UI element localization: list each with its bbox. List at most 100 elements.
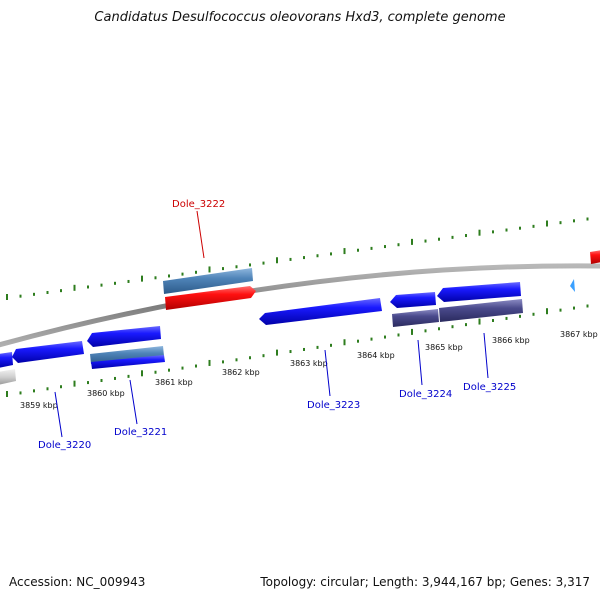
inner-tick-7 [100,379,103,383]
scale-label-3860: 3860 kbp [87,389,125,398]
inner-tick-8 [114,376,116,380]
inner-tick-32 [438,327,440,331]
inner-tick-36 [492,318,494,322]
scale-label-3867: 3867 kbp [560,330,598,339]
length-label: Length: [372,575,419,589]
topology-label: Topology: [260,575,317,589]
outer-tick-34 [465,234,467,238]
outer-tick-33 [451,235,454,239]
inner-tick-24 [330,343,332,347]
scale-label-3862: 3862 kbp [222,368,260,377]
gene-label-dole-3224[interactable]: Dole_3224 [399,389,452,400]
gene-label-dole-3222[interactable]: Dole_3222 [172,199,225,210]
page-title: Candidatus Desulfococcus oleovorans Hxd3… [94,10,506,25]
outer-tick-11 [154,276,157,280]
outer-tick-37 [505,228,508,232]
inner-tick-25 [343,339,346,346]
genes-label: Genes: [509,575,552,589]
inner-tick-23 [316,345,319,349]
cyan-marker[interactable] [570,279,575,292]
inner-tick-26 [357,339,359,343]
genome-backbone [0,263,600,348]
outer-tick-7 [100,283,103,287]
outer-tick-32 [438,237,440,241]
cds-dole-3225-purple-bar[interactable] [439,299,523,322]
outer-tick-9 [127,279,130,283]
outer-tick-16 [222,267,224,271]
accession-info: Accession: NC_009943 [9,575,145,589]
outer-tick-21 [289,257,292,261]
cds-arrow-fragment-left[interactable] [0,352,13,368]
gene-label-dole-3220[interactable]: Dole_3220 [38,440,91,451]
cds-dole-3221-steel-bar[interactable] [90,346,164,364]
leader-dole-3222 [196,210,205,259]
outer-tick-22 [303,256,305,260]
inner-tick-37 [505,316,508,320]
outer-tick-39 [532,224,535,228]
cds-dole-3222-steel-bar[interactable] [163,268,253,294]
inner-tick-1 [19,391,22,395]
leader-dole-3221 [129,379,138,425]
inner-tick-12 [168,368,170,372]
outer-tick-26 [357,248,359,252]
inner-tick-40 [546,308,548,315]
cds-dole-3223-arrow[interactable] [259,298,382,325]
outer-tick-18 [249,263,251,267]
inner-tick-30 [411,328,413,335]
inner-tick-20 [276,349,278,356]
inner-tick-27 [370,337,373,341]
cds-dole-3221-arrow[interactable] [87,326,161,347]
inner-tick-3 [46,387,49,391]
outer-tick-row [6,217,589,300]
cds-dole-3224-purple-bar[interactable] [392,309,439,327]
inner-tick-5 [73,380,76,387]
inner-tick-11 [154,370,157,374]
inner-tick-28 [384,335,386,339]
outer-tick-40 [546,220,548,227]
gene-labels: Dole_3220 Dole_3221 Dole_3222 Dole_3223 … [38,199,516,451]
cds-dole-3222-arrow[interactable] [165,286,256,310]
gene-label-dole-3221[interactable]: Dole_3221 [114,427,167,438]
inner-tick-42 [573,306,575,310]
cds-dole-3220-arrow[interactable] [12,341,84,363]
cds-dole-3221-blue-bar[interactable] [91,355,165,369]
outer-tick-17 [235,265,238,269]
accession-label: Accession: [9,575,73,589]
inner-tick-39 [532,312,535,316]
inner-tick-16 [222,360,224,364]
inner-tick-9 [127,374,130,378]
cds-dole-3224-arrow[interactable] [390,292,436,308]
cds-red-fragment-right[interactable] [590,250,600,264]
accession-value: NC_009943 [76,575,146,589]
outer-tick-41 [559,221,562,225]
inner-tick-6 [87,381,89,385]
outer-tick-1 [19,294,22,298]
outer-tick-6 [87,285,89,289]
inner-tick-10 [141,370,143,377]
genome-stats: Topology: circular; Length: 3,944,167 bp… [260,575,590,589]
cds-grey-fragment[interactable] [0,369,16,385]
scale-label-3863: 3863 kbp [290,359,328,368]
leader-dole-3223 [324,349,331,397]
gene-label-dole-3225[interactable]: Dole_3225 [463,382,516,393]
inner-tick-31 [424,329,427,333]
outer-tick-14 [195,270,197,274]
outer-tick-19 [262,261,265,265]
inner-tick-22 [303,347,305,351]
inner-tick-4 [60,385,62,389]
outer-tick-31 [424,239,427,243]
outer-tick-42 [573,219,575,223]
outer-tick-29 [397,243,400,247]
inner-tick-33 [451,325,454,329]
topology-value: circular [320,575,365,589]
outer-tick-12 [168,274,170,278]
cds-dole-3225-arrow[interactable] [437,282,521,302]
outer-tick-28 [384,245,386,249]
inner-tick-34 [465,323,467,327]
outer-tick-20 [276,257,278,264]
inner-tick-14 [195,364,197,368]
scale-label-3866: 3866 kbp [492,336,530,345]
inner-tick-29 [397,333,400,337]
gene-label-dole-3223[interactable]: Dole_3223 [307,400,360,411]
